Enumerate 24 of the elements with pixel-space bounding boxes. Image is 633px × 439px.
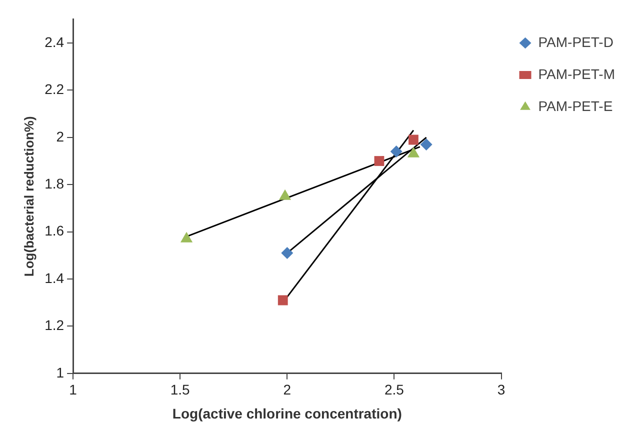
y-tick-label: 1.6	[44, 222, 64, 239]
y-axis-title: Log(bacterial reduction%)	[21, 116, 36, 277]
y-tick-label: 1	[56, 364, 64, 380]
y-tick-label: 1.8	[44, 175, 64, 192]
point	[408, 134, 418, 145]
x-tick-label: 1.5	[170, 382, 190, 398]
legend-label: PAM-PET-E	[538, 98, 613, 114]
legend-label: PAM-PET-D	[538, 34, 614, 50]
x-tick-label: 2.5	[384, 382, 404, 398]
legend-label: PAM-PET-M	[538, 66, 616, 82]
point	[420, 138, 432, 150]
y-tick-label: 1.2	[44, 317, 64, 334]
x-tick-label: 2	[283, 382, 292, 398]
y-tick-label: 1.4	[44, 270, 64, 286]
point	[278, 295, 288, 306]
x-tick-label: 3	[497, 382, 506, 398]
x-tick-label: 1	[69, 382, 78, 398]
x-axis-title: Log(active chlorine concentration)	[172, 405, 402, 422]
point	[374, 156, 384, 166]
y-tick-label: 2.4	[44, 34, 64, 50]
y-tick-label: 2.2	[44, 81, 64, 98]
point	[390, 146, 402, 158]
point	[281, 247, 294, 260]
y-tick-label: 2	[56, 128, 64, 144]
